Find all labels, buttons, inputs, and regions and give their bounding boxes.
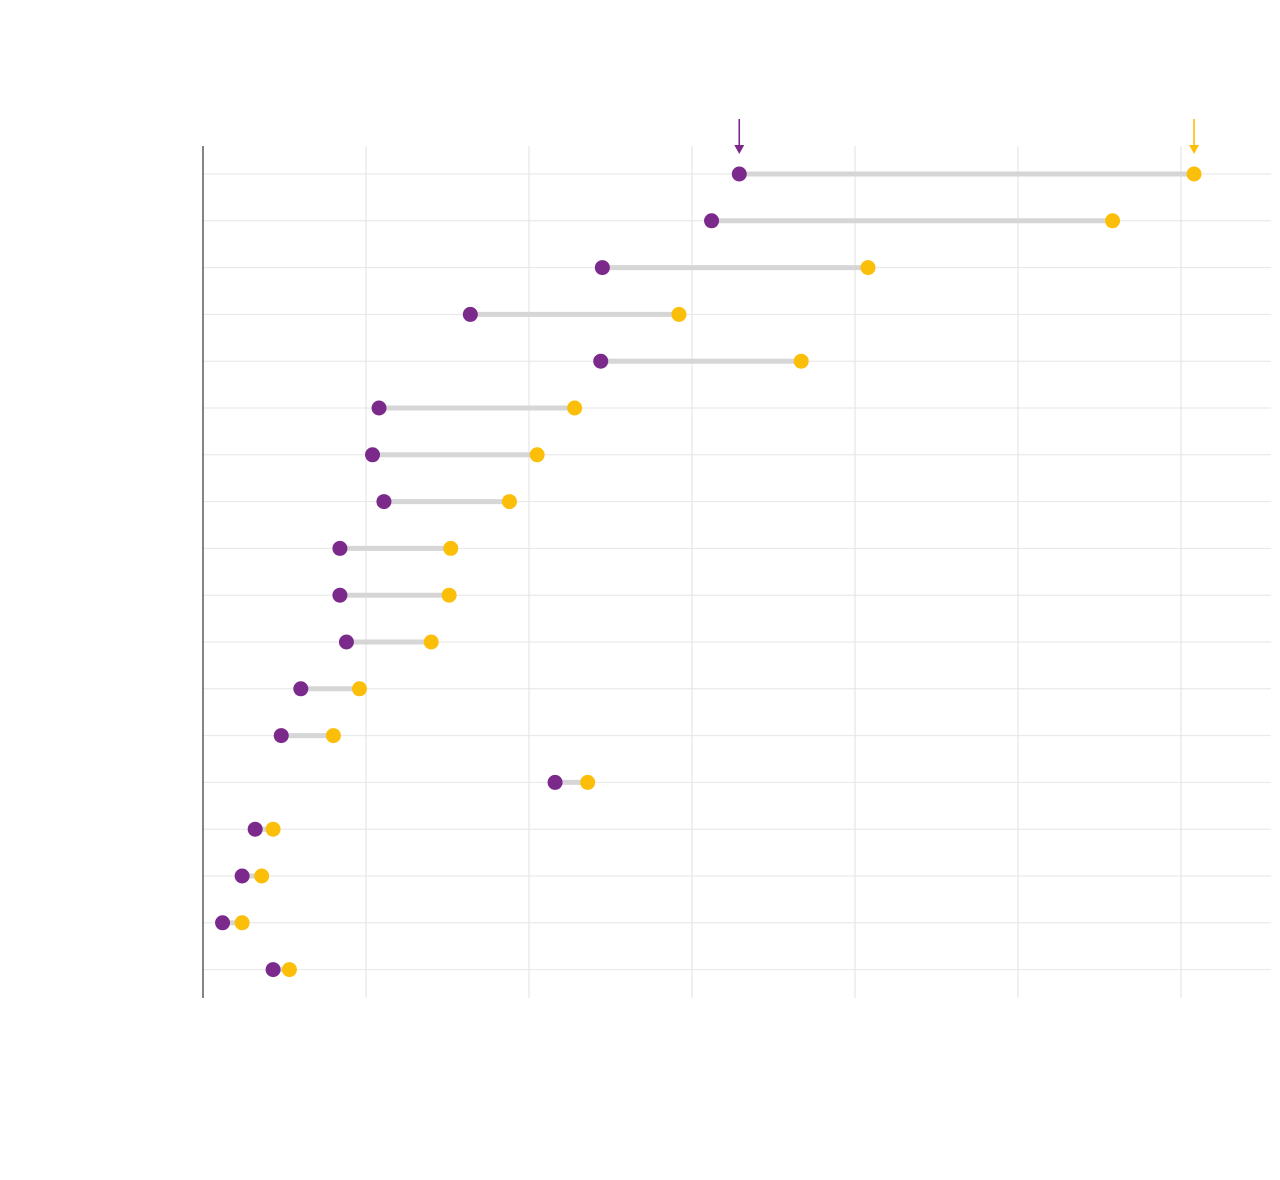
- row-gridlines: [203, 173, 1271, 971]
- start-point-1: [704, 213, 720, 229]
- start-point-12: [273, 728, 289, 744]
- end-point-8: [443, 540, 459, 556]
- end-point-1: [1105, 213, 1121, 229]
- end-point-13: [580, 774, 596, 790]
- start-point-4: [593, 353, 609, 369]
- end-point-2: [860, 260, 876, 276]
- end-point-14: [265, 821, 281, 837]
- data-points: [215, 166, 1202, 978]
- start-point-7: [376, 494, 392, 510]
- start-point-5: [371, 400, 387, 416]
- end-point-7: [501, 494, 517, 510]
- end-point-17: [281, 962, 297, 978]
- end-point-5: [567, 400, 583, 416]
- start-point-15: [234, 868, 250, 884]
- start-point-8: [332, 540, 348, 556]
- start-point-10: [338, 634, 354, 650]
- start-point-16: [215, 915, 231, 931]
- series-markers: [734, 119, 1200, 154]
- end-point-16: [234, 915, 250, 931]
- end-point-4: [793, 353, 809, 369]
- start-point-13: [547, 774, 563, 790]
- end-point-12: [325, 728, 341, 744]
- start-point-2: [594, 260, 610, 276]
- start-point-14: [247, 821, 263, 837]
- end-point-6: [529, 447, 545, 463]
- end-marker-arrow-icon: [1189, 145, 1200, 154]
- start-point-17: [265, 962, 281, 978]
- end-point-3: [671, 306, 687, 322]
- start-point-0: [731, 166, 747, 182]
- end-point-10: [423, 634, 439, 650]
- connector-lines: [220, 171, 1197, 973]
- start-point-11: [293, 681, 309, 697]
- start-point-9: [332, 587, 348, 603]
- end-point-11: [351, 681, 367, 697]
- end-point-9: [441, 587, 457, 603]
- vertical-gridlines: [365, 146, 1182, 998]
- start-point-6: [365, 447, 381, 463]
- end-point-15: [254, 868, 270, 884]
- start-point-3: [462, 306, 478, 322]
- start-marker-arrow-icon: [734, 145, 745, 154]
- end-point-0: [1186, 166, 1202, 182]
